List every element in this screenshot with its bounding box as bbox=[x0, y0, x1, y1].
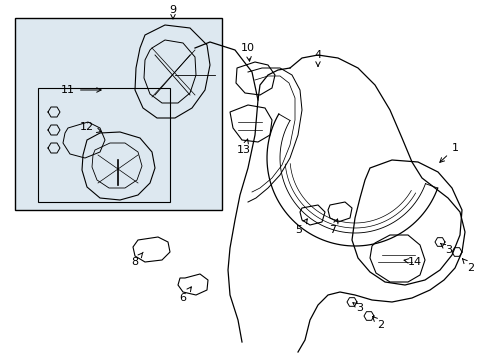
Text: 14: 14 bbox=[403, 257, 421, 267]
Bar bbox=[38, 88, 170, 202]
Text: 7: 7 bbox=[329, 219, 337, 235]
Bar bbox=[15, 18, 222, 210]
Text: 13: 13 bbox=[237, 139, 250, 155]
Text: 12: 12 bbox=[80, 122, 101, 132]
Text: 9: 9 bbox=[169, 5, 176, 19]
Text: 8: 8 bbox=[131, 252, 143, 267]
Text: 6: 6 bbox=[179, 287, 191, 303]
Text: 4: 4 bbox=[314, 50, 321, 66]
Text: 11: 11 bbox=[61, 85, 101, 95]
Text: 3: 3 bbox=[440, 243, 451, 255]
Text: 2: 2 bbox=[462, 259, 473, 273]
Text: 1: 1 bbox=[439, 143, 458, 162]
Text: 2: 2 bbox=[372, 316, 384, 330]
Text: 10: 10 bbox=[241, 43, 254, 61]
Text: 5: 5 bbox=[295, 219, 307, 235]
Text: 3: 3 bbox=[352, 303, 363, 313]
